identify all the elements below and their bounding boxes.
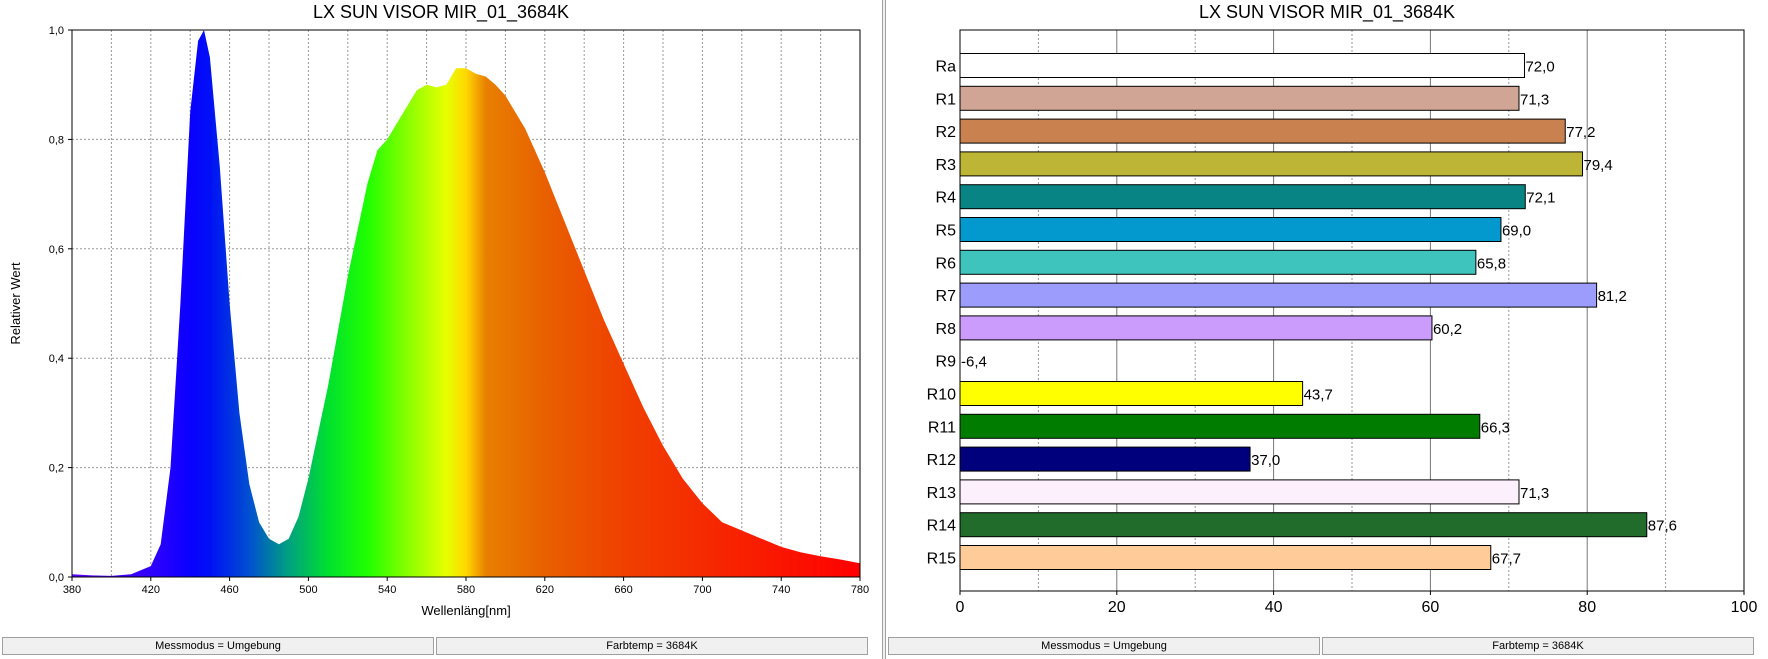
- bar-r7: [959, 282, 1598, 308]
- value-label: 81,2: [1598, 288, 1627, 305]
- spectrum-area: [72, 30, 860, 577]
- x-tick-label: 500: [299, 584, 317, 596]
- category-label: R3: [936, 157, 957, 174]
- y-tick-label: 0,0: [49, 572, 64, 584]
- bar-r12: [959, 446, 1251, 472]
- x-axis-label: Wellenläng[nm]: [421, 603, 510, 618]
- bar-r5: [959, 217, 1502, 242]
- spectrum-panel: LX SUN VISOR MIR_01_3684K 380 420 460 500 54…: [0, 0, 883, 659]
- value-label: 65,8: [1477, 255, 1506, 272]
- x-tick-label: 580: [457, 584, 475, 596]
- x-tick-label: 20: [1108, 599, 1126, 616]
- y-tick-label: 0,2: [49, 463, 64, 475]
- category-label: R15: [927, 551, 956, 568]
- y-axis-label: Relativer Wert: [8, 262, 23, 345]
- value-label: 60,2: [1433, 321, 1462, 338]
- bar-r1: [959, 85, 1520, 111]
- category-label: R14: [927, 518, 956, 535]
- category-label: R7: [936, 288, 957, 305]
- x-tick-label: 40: [1265, 599, 1283, 616]
- x-tick-label: 780: [851, 584, 869, 596]
- value-label: 71,3: [1520, 91, 1549, 108]
- x-tick-label: 100: [1731, 599, 1758, 616]
- x-tick-label: 660: [614, 584, 632, 596]
- plot-frame: [959, 29, 1745, 592]
- status-mode-right: Messmodus = Umgebung: [888, 637, 1320, 655]
- y-tick-label: 0,4: [49, 353, 64, 365]
- cri-panel: LX SUN VISOR MIR_01_3684K Ra 72,0 R1 71,3 R2…: [885, 0, 1768, 659]
- category-label: R4: [936, 190, 957, 207]
- category-label: Ra: [936, 59, 957, 76]
- bar-r4: [959, 184, 1526, 210]
- x-tick-label: 420: [142, 584, 160, 596]
- spectrum-title: LX SUN VISOR MIR_01_3684K: [312, 2, 570, 22]
- x-tick-label: 740: [772, 584, 790, 596]
- bar-r11: [959, 413, 1481, 439]
- bar-r13: [959, 479, 1520, 505]
- status-mode-left: Messmodus = Umgebung: [2, 637, 434, 655]
- value-label: 79,4: [1583, 157, 1612, 174]
- y-tick-label: 0,6: [49, 244, 64, 256]
- x-tick-label: 380: [63, 584, 81, 596]
- bar-r3: [959, 151, 1583, 177]
- bar-r15: [959, 545, 1492, 570]
- status-temp-right: Farbtemp = 3684K: [1322, 637, 1754, 655]
- value-label: 87,6: [1648, 518, 1677, 535]
- bar-ra: [959, 53, 1525, 78]
- category-label: R6: [936, 255, 957, 272]
- value-label: 37,0: [1251, 452, 1280, 469]
- x-tick-label: 620: [536, 584, 554, 596]
- category-label: R2: [936, 124, 957, 141]
- cri-chart: Ra 72,0 R1 71,3 R2 77,2 R3 79,4 R4 72,1 R5 69,0 R6 65…: [927, 29, 1758, 616]
- category-label: R10: [927, 387, 956, 404]
- value-label: 71,3: [1520, 485, 1549, 502]
- x-tick-label: 60: [1422, 599, 1440, 616]
- category-label: R5: [936, 223, 957, 240]
- x-tick-label: 540: [378, 584, 396, 596]
- bar-r6: [959, 249, 1477, 275]
- x-tick-label: 700: [693, 584, 711, 596]
- bar-r14: [959, 512, 1648, 538]
- bar-r8: [959, 315, 1433, 341]
- bar-r10: [959, 381, 1304, 406]
- category-label: R1: [936, 91, 957, 108]
- x-tick-label: 460: [220, 584, 238, 596]
- category-label: R8: [936, 321, 957, 338]
- cri-title: LX SUN VISOR MIR_01_3684K: [1198, 2, 1456, 22]
- y-tick-label: 1,0: [49, 25, 64, 37]
- bar-r2: [959, 118, 1566, 144]
- value-label: -6,4: [961, 354, 987, 371]
- category-label: R12: [927, 452, 956, 469]
- x-tick-label: 0: [956, 599, 965, 616]
- category-label: R9: [936, 354, 957, 371]
- value-label: 72,1: [1526, 190, 1555, 207]
- x-tick-label: 80: [1578, 599, 1596, 616]
- category-label: R13: [927, 485, 956, 502]
- category-label: R11: [928, 419, 956, 436]
- value-label: 67,7: [1492, 551, 1521, 568]
- y-tick-label: 0,8: [49, 134, 64, 146]
- value-label: 43,7: [1304, 387, 1333, 404]
- value-label: 69,0: [1502, 223, 1531, 240]
- value-label: 72,0: [1525, 59, 1554, 76]
- spectrum-chart: 380 420 460 500 540 580 620 660 700 740 780 0,0 0,2 0…: [8, 25, 869, 618]
- value-label: 66,3: [1481, 419, 1510, 436]
- status-temp-left: Farbtemp = 3684K: [436, 637, 868, 655]
- value-label: 77,2: [1566, 124, 1595, 141]
